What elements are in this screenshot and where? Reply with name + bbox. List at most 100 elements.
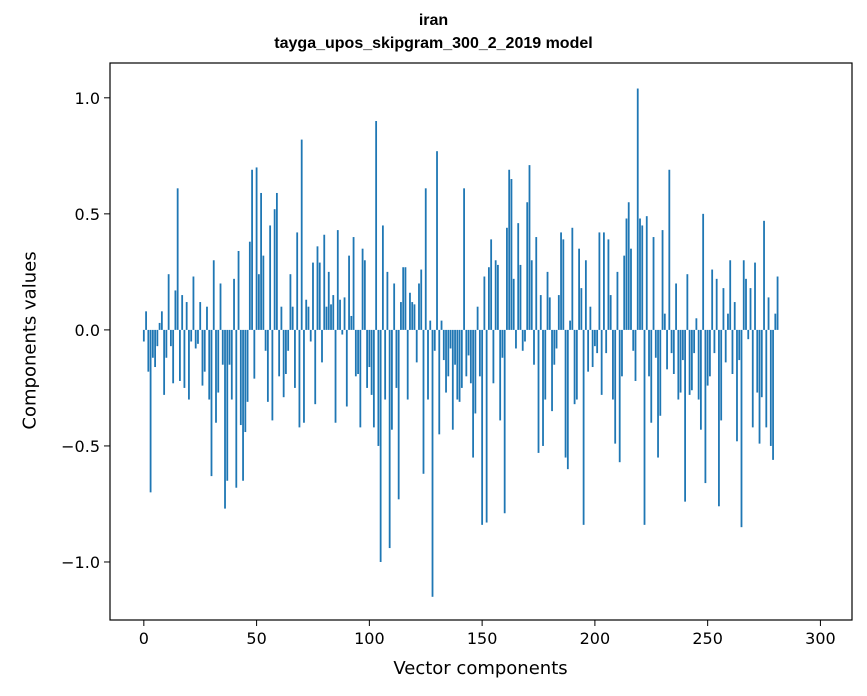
bar-36	[224, 329, 226, 509]
bar-253	[713, 329, 716, 354]
bar-155	[492, 329, 495, 384]
bar-277	[767, 297, 770, 330]
bar-120	[413, 304, 416, 330]
bars-group	[142, 88, 779, 597]
bar-187	[564, 329, 567, 458]
bar-240	[684, 329, 686, 502]
bar-243	[690, 329, 693, 391]
bar-257	[722, 288, 725, 330]
bar-252	[711, 269, 714, 330]
bar-196	[584, 260, 587, 330]
bar-19	[185, 302, 188, 330]
bar-148	[476, 306, 479, 330]
y-tick-label: 0.5	[75, 205, 100, 224]
bar-12	[169, 329, 172, 347]
x-tick-label: 0	[139, 629, 149, 648]
bar-268	[747, 329, 750, 340]
bar-32	[215, 329, 217, 423]
bar-43	[239, 329, 242, 426]
bar-126	[427, 329, 429, 400]
bar-241	[686, 274, 689, 330]
bar-139	[456, 329, 459, 400]
bar-5	[154, 329, 156, 368]
bar-184	[557, 295, 560, 330]
bar-73	[307, 306, 310, 330]
bar-183	[555, 329, 558, 349]
bar-232	[666, 329, 668, 370]
bar-197	[587, 329, 590, 372]
bar-185	[560, 232, 562, 330]
bar-193	[578, 248, 580, 330]
bar-267	[745, 278, 747, 330]
bar-239	[681, 329, 684, 361]
bar-230	[661, 230, 664, 330]
bar-259	[727, 313, 729, 330]
bar-153	[487, 267, 490, 330]
bar-246	[697, 329, 700, 400]
bar-99	[366, 329, 368, 388]
x-tick-label: 100	[354, 629, 385, 648]
bar-30	[210, 329, 213, 477]
x-tick-label: 50	[246, 629, 266, 648]
bar-198	[589, 306, 592, 330]
bar-55	[266, 329, 269, 402]
bar-108	[386, 271, 389, 330]
bar-70	[300, 139, 303, 330]
bar-7	[158, 322, 161, 330]
bar-79	[321, 329, 323, 363]
bar-74	[309, 329, 312, 342]
bar-42	[237, 250, 240, 330]
x-tick-label: 200	[580, 629, 611, 648]
bar-159	[501, 329, 504, 358]
bar-71	[303, 329, 305, 423]
bar-47	[248, 241, 251, 330]
y-tick-label: 0.0	[75, 321, 100, 340]
bar-145	[469, 329, 472, 384]
bar-238	[679, 329, 682, 393]
bar-172	[530, 260, 533, 330]
bar-218	[634, 329, 637, 381]
bar-63	[285, 329, 287, 374]
bar-195	[582, 329, 585, 525]
bar-132	[440, 320, 443, 330]
bar-8	[160, 311, 163, 330]
bar-82	[327, 271, 330, 330]
chart-title: iran	[418, 12, 449, 29]
bar-114	[400, 302, 402, 330]
bar-57	[271, 329, 274, 421]
bar-205	[605, 329, 608, 354]
y-axis-label: Components values	[19, 251, 41, 430]
bar-221	[641, 225, 644, 330]
bar-214	[625, 218, 628, 330]
y-tick-label: −0.5	[61, 437, 100, 456]
bar-201	[596, 329, 599, 354]
x-axis-ticks: 0 50 100 150 200 250 300	[139, 620, 836, 648]
bar-237	[677, 329, 680, 400]
bar-101	[370, 329, 373, 395]
bar-165	[515, 329, 517, 349]
bar-156	[494, 260, 497, 330]
bar-167	[519, 264, 522, 330]
bar-34	[219, 283, 222, 330]
bar-102	[372, 329, 375, 428]
bar-10	[165, 329, 168, 358]
bar-262	[733, 302, 736, 330]
bar-176	[539, 295, 542, 330]
bar-178	[544, 329, 547, 400]
bar-264	[738, 329, 741, 361]
x-tick-label: 150	[467, 629, 498, 648]
bar-77	[316, 246, 319, 330]
bar-39	[230, 329, 233, 400]
bar-56	[269, 225, 272, 330]
bar-247	[699, 329, 702, 430]
bar-151	[483, 276, 486, 330]
bar-175	[537, 329, 540, 453]
bar-231	[663, 313, 666, 330]
bar-143	[465, 329, 468, 377]
bar-168	[521, 329, 524, 351]
y-tick-label: −1.0	[61, 553, 100, 572]
bar-81	[325, 306, 328, 330]
bar-138	[454, 329, 456, 365]
bar-141	[460, 329, 463, 388]
bar-115	[402, 267, 405, 330]
